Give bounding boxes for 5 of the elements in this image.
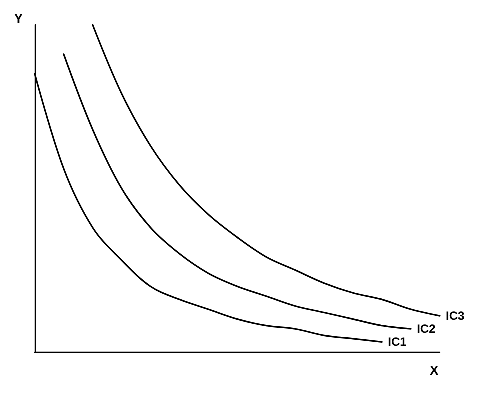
y-axis-title: Y xyxy=(14,11,24,26)
series-label: IC3 xyxy=(446,309,465,324)
series-label: IC2 xyxy=(417,322,436,336)
x-axis-title: X xyxy=(430,363,439,378)
series-label: IC1 xyxy=(388,335,408,350)
